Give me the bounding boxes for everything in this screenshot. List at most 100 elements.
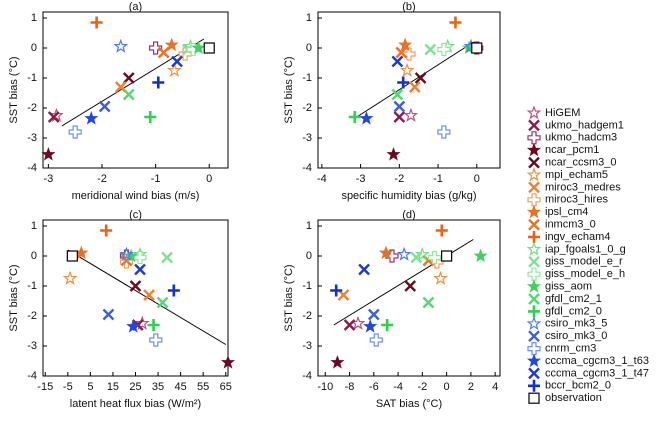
- x-tick-label: 4: [492, 381, 498, 393]
- x-tick-label: -4: [393, 381, 403, 393]
- marker-square: [441, 250, 453, 262]
- legend-label: csiro_mk3_0: [545, 330, 607, 342]
- x-tick-label: 55: [197, 381, 209, 393]
- marker-x: [414, 72, 427, 84]
- marker-plus: [397, 76, 410, 89]
- marker-star: [399, 62, 415, 77]
- marker-plus: [167, 284, 180, 297]
- marker-star: [167, 62, 182, 77]
- panel: (c) -15 -5 5 15 25 35 45 55 65 1 0 -1 -2 -3 -4 latent he…: [8, 209, 236, 410]
- marker-square: [66, 250, 78, 262]
- y-tick-label: -1: [302, 280, 312, 292]
- panel: (b) -4 -3 -2 -1 0 1 0 -1 -2 -3 -4 specific humidity …: [283, 1, 501, 202]
- y-axis-label: SST bias (°C): [283, 264, 295, 331]
- legend-label: miroc3_hires: [545, 194, 608, 206]
- marker-plus: [527, 131, 541, 145]
- legend-label: bccr_bcm2_0: [545, 380, 611, 392]
- marker-star: [403, 107, 419, 122]
- marker-x: [408, 81, 421, 93]
- marker-x: [528, 255, 540, 268]
- plot-frame: [317, 219, 501, 377]
- y-tick-label: 1: [31, 12, 37, 24]
- y-tick-label: -1: [302, 72, 312, 84]
- marker-x: [528, 119, 540, 132]
- x-tick-label: 65: [220, 381, 232, 393]
- legend-label: mpi_echam5: [545, 169, 608, 181]
- marker-plus: [437, 125, 451, 139]
- marker-star: [84, 111, 99, 125]
- y-tick-label: -4: [302, 162, 312, 174]
- marker-x: [422, 296, 435, 309]
- x-tick-label: -3: [356, 173, 366, 185]
- legend-label: miroc3_medres: [545, 181, 621, 193]
- marker-star: [526, 353, 542, 368]
- panel-title: (a): [129, 1, 142, 13]
- x-axis-label: SAT bias (°C): [376, 398, 442, 410]
- marker-plus: [152, 76, 165, 89]
- x-tick-label: 45: [174, 381, 186, 393]
- marker-plus: [149, 41, 163, 55]
- legend-label: iap_fgoals1_0_g: [545, 243, 626, 255]
- x-tick-label: -1: [151, 173, 161, 185]
- marker-star: [473, 248, 488, 263]
- x-tick-label: 5: [87, 381, 93, 393]
- marker-square: [471, 42, 483, 54]
- x-tick-label: -3: [43, 173, 53, 185]
- marker-x: [404, 280, 417, 292]
- x-tick-label: -15: [37, 381, 53, 393]
- marker-star: [350, 315, 366, 330]
- x-axis-label: specific humidity bias (g/kg): [341, 190, 476, 202]
- fit-line: [333, 239, 474, 326]
- panel: (a) -3 -2 -1 0 1 0 -1 -2 -3 -4 meridional wind bias…: [8, 1, 229, 202]
- marker-plus: [527, 267, 541, 281]
- marker-star: [220, 355, 236, 369]
- marker-x: [98, 100, 111, 113]
- marker-x: [391, 55, 404, 68]
- marker-star: [62, 270, 78, 285]
- x-tick-label: -1: [433, 173, 443, 185]
- marker-plus: [381, 319, 394, 331]
- x-tick-label: -8: [345, 381, 355, 393]
- marker-star: [126, 319, 141, 333]
- y-tick-label: -4: [27, 162, 37, 174]
- y-tick-label: -2: [27, 310, 37, 322]
- legend: HiGEMukmo_hadgem1ukmo_hadcm3ncar_pcm1nca…: [526, 105, 649, 404]
- legend-label: cccma_cgcm3_1_t63: [545, 355, 649, 367]
- marker-star: [396, 246, 412, 261]
- marker-plus: [149, 333, 163, 347]
- legend-label: gfdl_cm2_0: [545, 305, 602, 317]
- x-tick-label: 15: [107, 381, 119, 393]
- x-tick-label: -2: [97, 173, 107, 185]
- x-axis-label: latent heat flux bias (W/m²): [70, 398, 201, 410]
- panel: (d) -10 -8 -6 -4 -2 0 2 4 1 0 -1 -2 -3 -4 SAT bias (°C)…: [283, 209, 501, 410]
- marker-x: [156, 296, 169, 309]
- marker-x: [528, 293, 540, 305]
- panel-title: (d): [402, 209, 415, 221]
- legend-label: observation: [545, 392, 602, 404]
- marker-plus: [435, 224, 448, 237]
- marker-star: [386, 147, 401, 161]
- marker-star: [378, 245, 394, 260]
- legend-label: ingv_echam4: [545, 231, 610, 243]
- marker-star: [41, 147, 56, 161]
- marker-star: [526, 142, 542, 157]
- x-tick-label: 35: [152, 381, 164, 393]
- marker-x: [157, 46, 170, 59]
- marker-x: [122, 88, 135, 101]
- marker-x: [424, 43, 437, 56]
- legend-label: giss_model_e_h: [545, 268, 625, 280]
- plot-frame: [42, 11, 229, 169]
- y-tick-label: 0: [31, 42, 37, 54]
- y-tick-label: -3: [302, 340, 312, 352]
- marker-plus: [147, 319, 160, 331]
- y-tick-label: -2: [302, 310, 312, 322]
- marker-star: [526, 279, 542, 293]
- y-axis-label: SST bias (°C): [283, 56, 295, 123]
- legend-label: ncar_pcm1: [545, 144, 599, 156]
- marker-plus: [427, 250, 442, 265]
- plot-frame: [317, 11, 501, 169]
- x-tick-label: -10: [317, 381, 333, 393]
- x-tick-label: -5: [63, 381, 73, 393]
- x-tick-label: -4: [317, 173, 327, 185]
- marker-plus: [528, 379, 540, 392]
